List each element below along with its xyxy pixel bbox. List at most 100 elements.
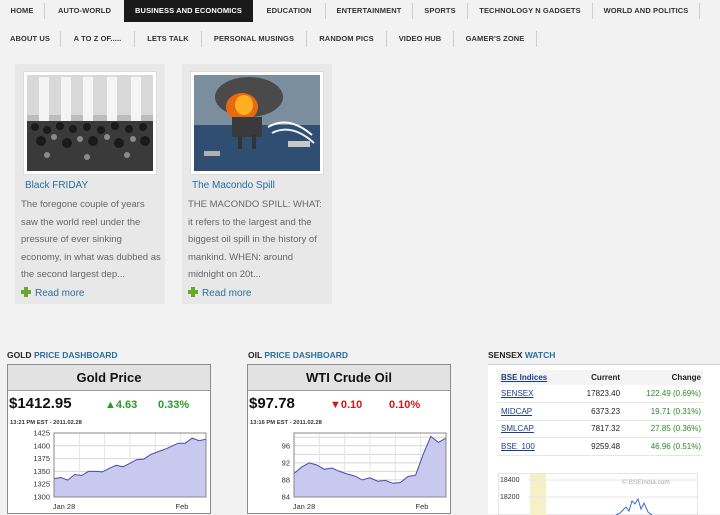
bse-indices-header[interactable]: BSE Indices — [497, 370, 572, 385]
price-line — [53, 437, 207, 481]
x-tick-label: Feb — [176, 502, 189, 511]
nav-sports[interactable]: SPORTS — [424, 6, 456, 15]
mini-chart-tick: 18200 — [500, 494, 520, 501]
post-card: The Macondo Spill THE MACONDO SPILL: WHA… — [182, 64, 332, 304]
index-change: 122.49 (0.69%) — [622, 385, 703, 403]
bse-indices-table: BSE Indices Current Change SENSEX 17823.… — [497, 370, 703, 456]
sensex-mini-chart: 18400 18200 © BSEIndia.com — [498, 473, 698, 515]
index-name-link[interactable]: BSE_100 — [497, 437, 572, 456]
nav-entertainment[interactable]: ENTERTAINMENT — [336, 6, 402, 15]
nav-personal-musings[interactable]: PERSONAL MUSINGS — [213, 34, 295, 43]
y-tick-label: 1300 — [33, 493, 50, 502]
nav-divider — [699, 3, 700, 19]
nav-business-and-economics[interactable]: BUSINESS AND ECONOMICS — [124, 0, 253, 22]
nav-divider — [386, 31, 387, 47]
nav-lets-talk[interactable]: LETS TALK — [147, 34, 189, 43]
y-tick-label: 84 — [282, 493, 290, 502]
table-row: SENSEX 17823.40 122.49 (0.69%) — [497, 385, 703, 403]
sensex-title-prefix: SENSEX — [488, 350, 523, 360]
plot-frame — [293, 432, 447, 498]
oil-change-percent: 0.10% — [389, 399, 421, 411]
read-more-link[interactable]: Read more — [188, 287, 251, 299]
post-thumbnail[interactable] — [190, 71, 324, 175]
crowd-photo-image — [27, 75, 153, 171]
read-more-label: Read more — [35, 288, 85, 299]
nav-divider — [201, 31, 202, 47]
index-current: 7817.32 — [571, 420, 623, 438]
gold-title-prefix: GOLD — [7, 350, 32, 360]
nav-divider — [536, 31, 537, 47]
oil-widget-heading: WTI Crude Oil — [248, 365, 450, 391]
bse-indices-widget: BSE Indices Current Change SENSEX 17823.… — [488, 364, 720, 515]
oil-section-title: OIL PRICE DASHBOARD — [248, 350, 348, 360]
plot-frame — [53, 432, 207, 498]
mini-chart-tick: 18400 — [500, 477, 520, 484]
y-tick-label: 1325 — [33, 480, 50, 489]
y-tick-label: 88 — [282, 475, 290, 484]
nav-about-us[interactable]: ABOUT US — [10, 34, 50, 43]
index-current: 6373.23 — [571, 402, 623, 421]
nav-divider — [592, 3, 593, 19]
index-name-link[interactable]: MIDCAP — [497, 402, 572, 421]
nav-technology-n-gadgets[interactable]: TECHNOLOGY N GADGETS — [479, 6, 581, 15]
nav-divider — [453, 31, 454, 47]
oil-rig-fire-image — [194, 75, 320, 171]
nav-divider — [60, 31, 61, 47]
sensex-watch-link[interactable]: WATCH — [524, 350, 556, 360]
oil-title-prefix: OIL — [248, 350, 263, 360]
y-tick-label: 1400 — [33, 441, 50, 450]
y-tick-label: 1350 — [33, 467, 50, 476]
sensex-section-title: SENSEX WATCH — [488, 350, 555, 360]
gold-price-chart: 1300 1325 1350 1375 1400 1425 Jan 28 Feb — [33, 429, 207, 511]
gold-change-percent: 0.33% — [158, 399, 190, 411]
x-tick-label: Jan 28 — [53, 502, 76, 511]
gold-dashboard-link[interactable]: PRICE DASHBOARD — [33, 350, 118, 360]
nav-random-pics[interactable]: RANDOM PICS — [319, 34, 374, 43]
y-tick-label: 1425 — [33, 429, 50, 438]
chart-highlight-band — [530, 474, 546, 515]
nav-video-hub[interactable]: VIDEO HUB — [398, 34, 442, 43]
post-title[interactable]: Black FRIDAY — [25, 180, 89, 191]
bse-watermark: © BSEIndia.com — [622, 478, 670, 486]
oil-price-chart: 84 88 92 96 Jan 28 Feb — [282, 432, 447, 511]
index-name-link[interactable]: SENSEX — [497, 385, 572, 403]
nav-education[interactable]: EDUCATION — [266, 6, 312, 15]
nav-auto-world[interactable]: AUTO-WORLD — [58, 6, 111, 15]
oil-price-widget[interactable]: WTI Crude Oil $97.78 ▼0.10 0.10% 13:16 P… — [247, 364, 451, 514]
post-card: Black FRIDAY The foregone couple of year… — [15, 64, 165, 304]
plus-icon — [21, 287, 31, 297]
table-row: SMLCAP 7817.32 27.85 (0.36%) — [497, 420, 703, 438]
gold-widget-heading: Gold Price — [8, 365, 210, 391]
oil-dashboard-link[interactable]: PRICE DASHBOARD — [264, 350, 348, 360]
post-excerpt: THE MACONDO SPILL: WHAT: it refers to th… — [188, 199, 322, 281]
main-nav: HOME AUTO-WORLD BUSINESS AND ECONOMICS E… — [0, 0, 720, 22]
nav-divider — [412, 3, 413, 19]
nav-gamers-zone[interactable]: GAMER'S ZONE — [465, 34, 525, 43]
plus-icon — [188, 287, 198, 297]
index-change: 19.71 (0.31%) — [622, 402, 703, 421]
x-tick-label: Jan 28 — [293, 502, 316, 511]
gold-timestamp: 13:21 PM EST - 2011.02.28 — [10, 420, 82, 426]
oil-timestamp: 13:16 PM EST - 2011.02.28 — [250, 420, 322, 426]
y-tick-label: 92 — [282, 458, 290, 467]
gold-price-widget[interactable]: Gold Price $1412.95 ▲4.63 0.33% 13:21 PM… — [7, 364, 211, 514]
read-more-link[interactable]: Read more — [21, 287, 84, 299]
gold-price-value: $1412.95 — [9, 395, 72, 412]
post-thumbnail[interactable] — [23, 71, 157, 175]
post-title[interactable]: The Macondo Spill — [192, 180, 275, 191]
index-name-link[interactable]: SMLCAP — [497, 420, 572, 438]
nav-divider — [134, 31, 135, 47]
price-line — [293, 435, 447, 484]
index-current: 17823.40 — [571, 385, 623, 403]
nav-divider — [325, 3, 326, 19]
nav-world-and-politics[interactable]: WORLD AND POLITICS — [603, 6, 689, 15]
secondary-nav: ABOUT US A TO Z OF..... LETS TALK PERSON… — [0, 28, 720, 50]
read-more-label: Read more — [202, 288, 252, 299]
nav-divider — [306, 31, 307, 47]
y-tick-label: 96 — [282, 441, 290, 450]
index-change: 46.96 (0.51%) — [622, 437, 703, 456]
nav-a-to-z[interactable]: A TO Z OF..... — [73, 34, 122, 43]
table-row: BSE_100 9259.48 46.96 (0.51%) — [497, 437, 703, 456]
change-header: Change — [622, 370, 703, 385]
nav-home[interactable]: HOME — [10, 6, 34, 15]
